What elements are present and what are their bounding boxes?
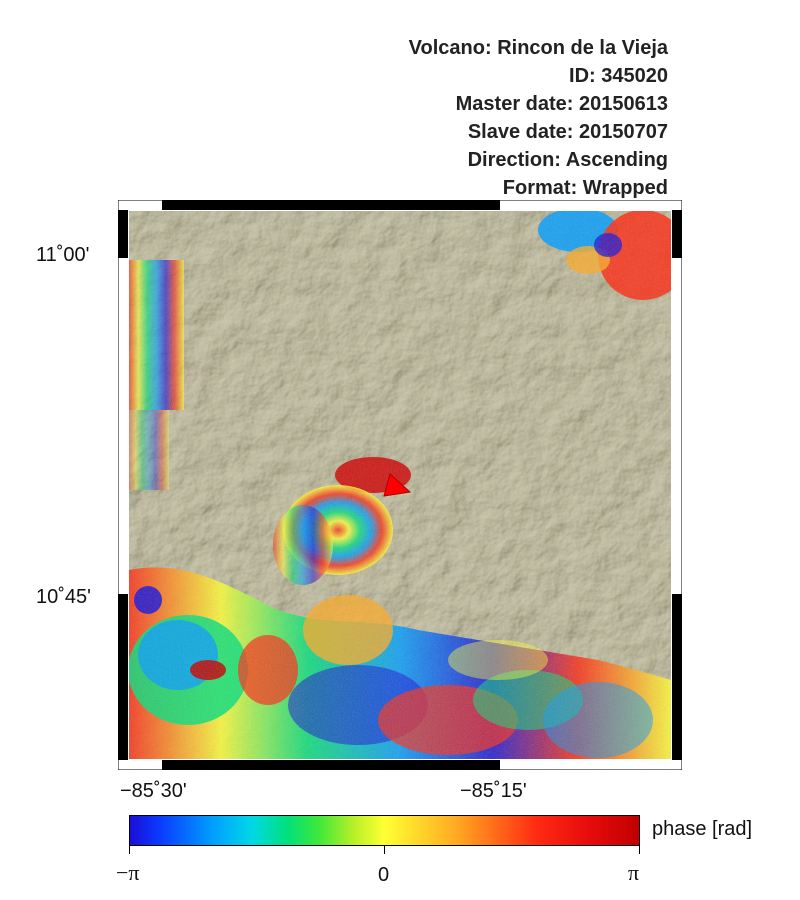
- volcano-id: ID: 345020: [569, 65, 668, 87]
- latitude-label-south: 10˚45': [36, 586, 91, 608]
- colorbar-tick-min: [129, 846, 130, 854]
- volcano-marker-icon: [383, 473, 412, 497]
- slave-date: Slave date: 20150707: [467, 121, 668, 143]
- colorbar-tick-max: [639, 846, 640, 854]
- colorbar-label-mid: 0: [378, 864, 390, 886]
- orbit-direction: Direction: Ascending: [467, 149, 668, 171]
- colorbar-tick-mid: [384, 846, 385, 854]
- phase-colorbar: [129, 815, 640, 846]
- volcano-title: Volcano: Rincon de la Vieja: [408, 37, 668, 59]
- longitude-label-west: −85˚30': [120, 780, 187, 802]
- interferogram-map: [118, 200, 682, 770]
- colorbar-label-min: −π: [116, 860, 140, 885]
- master-date: Master date: 20150613: [455, 93, 668, 115]
- latitude-label-north: 11˚00': [36, 244, 90, 266]
- metadata-header: Volcano: Rincon de la Vieja ID: 345020 M…: [409, 34, 668, 202]
- colorbar-label-max: π: [628, 860, 640, 885]
- longitude-label-east: −85˚15': [460, 780, 527, 802]
- data-format: Format: Wrapped: [502, 177, 668, 199]
- colorbar-title: phase [rad]: [652, 818, 753, 840]
- interferogram-image: [118, 200, 682, 770]
